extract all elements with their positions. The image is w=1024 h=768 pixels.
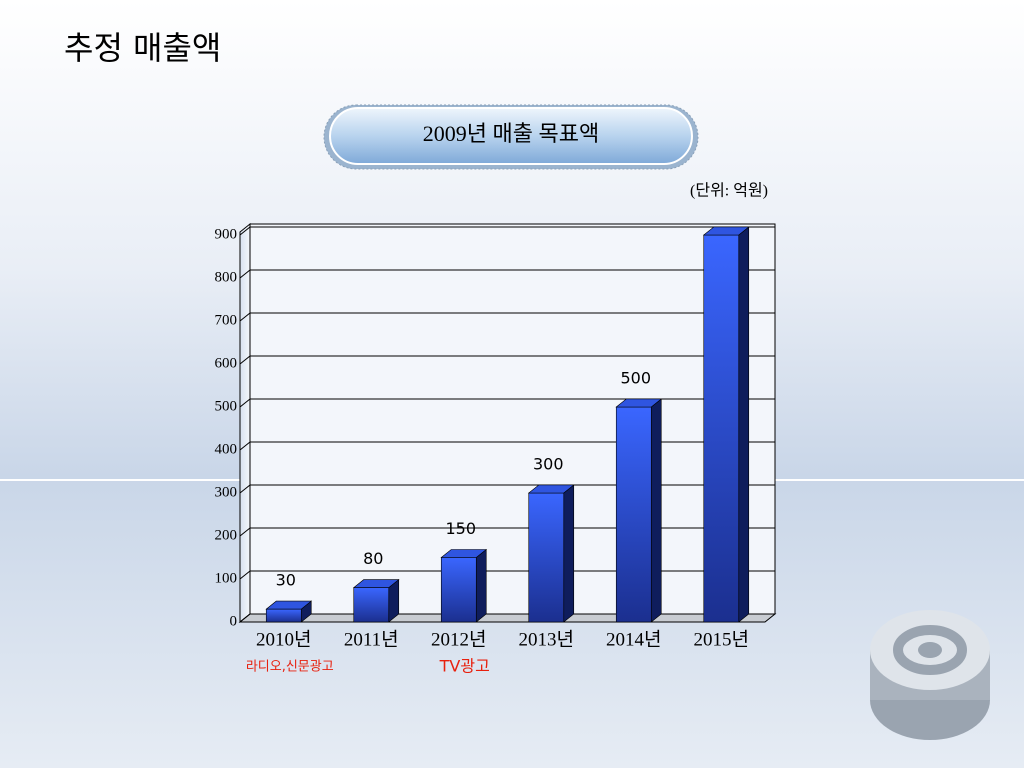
x-tick-label: 2010년 (256, 628, 311, 650)
y-tick-label: 700 (215, 312, 238, 328)
grid-line (239, 226, 775, 236)
bar (265, 608, 302, 623)
bar (353, 587, 390, 623)
bar (615, 406, 652, 623)
floor (238, 613, 777, 623)
data-label: 500 (620, 369, 651, 388)
slide-title: 추정 매출액 (64, 29, 221, 67)
y-tick-label: 800 (215, 269, 238, 285)
y-tick-label: 900 (215, 226, 238, 242)
x-tick-label: 2014년 (606, 628, 661, 650)
bar-top (702, 226, 750, 236)
bar (440, 557, 477, 623)
grid-line (239, 441, 775, 451)
y-tick-label: 300 (215, 484, 238, 500)
data-label: 30 (276, 571, 296, 590)
x-tick-label: 2011년 (344, 628, 399, 650)
annotation: 라디오,신문광고 (246, 660, 334, 675)
grid-line (239, 312, 775, 322)
y-tick-label: 100 (215, 570, 238, 586)
bar-top (265, 600, 313, 610)
at-icon (870, 610, 990, 740)
bar-side (650, 398, 662, 623)
y-tick-label: 500 (215, 398, 238, 414)
y-tick-label: 400 (215, 441, 238, 457)
x-tick-label: 2015년 (694, 628, 749, 650)
data-label: 300 (533, 455, 564, 474)
back-wall (249, 223, 776, 615)
grid-line (239, 527, 775, 537)
x-tick-label: 2012년 (431, 628, 486, 650)
data-label: 150 (445, 519, 476, 538)
data-label: 80 (363, 549, 383, 568)
grid-line (239, 269, 775, 279)
y-tick-label: 0 (230, 613, 238, 629)
chart-title: 2009년 매출 목표액 (423, 121, 599, 146)
bar-top (440, 549, 488, 558)
bar-top (527, 484, 575, 494)
y-tick-label: 600 (215, 355, 238, 371)
bar-top (352, 579, 400, 588)
grid-line (239, 355, 775, 365)
side-wall (239, 222, 251, 624)
grid-line (239, 398, 775, 408)
bar-side (738, 226, 750, 623)
bar-side (563, 484, 575, 623)
annotation: TV광고 (439, 657, 490, 676)
bar-side (475, 548, 487, 623)
bar-top (615, 398, 663, 408)
grid-line (239, 613, 775, 623)
y-tick-label: 200 (215, 527, 238, 543)
grid-line (239, 570, 775, 580)
bar (528, 492, 565, 623)
unit-label: (단위: 억원) (690, 182, 768, 200)
grid-line (239, 484, 775, 494)
title-pill (329, 107, 693, 165)
x-tick-label: 2013년 (519, 628, 574, 650)
bar (703, 234, 740, 623)
